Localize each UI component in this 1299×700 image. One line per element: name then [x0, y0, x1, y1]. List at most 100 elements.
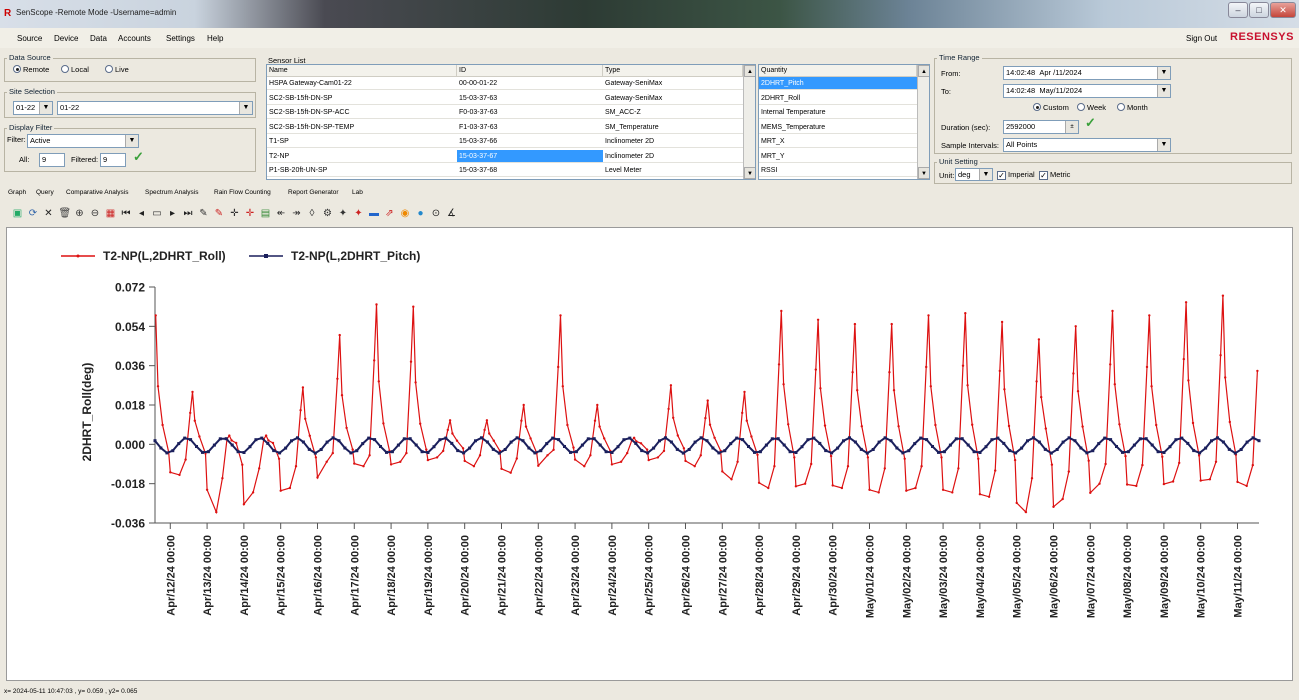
sensor-cell-id[interactable]: 15-03-37-63: [457, 92, 603, 105]
column-header-quantity[interactable]: Quantity: [759, 65, 917, 77]
menu-source[interactable]: Source: [17, 34, 43, 43]
angle-icon[interactable]: ∡: [447, 208, 456, 219]
menu-help[interactable]: Help: [207, 34, 224, 43]
scroll-up-icon[interactable]: ▲: [744, 65, 755, 77]
zoom-out-icon[interactable]: ⊖: [90, 208, 100, 219]
disk-icon[interactable]: ▬: [369, 208, 379, 219]
sensor-cell-name[interactable]: T1-SP: [267, 135, 457, 148]
crosshair-icon[interactable]: ✛: [230, 208, 239, 219]
radio-custom[interactable]: Custom: [1033, 103, 1069, 112]
filter-dropdown[interactable]: Active ▼: [27, 134, 139, 148]
grid-icon[interactable]: ▦: [105, 208, 116, 219]
sensor-cell-id[interactable]: 15-03-37-66: [457, 135, 603, 148]
radio-local[interactable]: Local: [61, 65, 89, 74]
export-icon[interactable]: ⇗: [385, 208, 394, 219]
sensor-cell-id[interactable]: 15-03-37-68: [457, 164, 603, 177]
quantity-item[interactable]: 2DHRT_Roll: [759, 92, 917, 105]
marker-icon[interactable]: ◊: [309, 208, 315, 219]
arrow-right-icon[interactable]: ↠: [292, 208, 301, 219]
quantity-item[interactable]: MRT_Y: [759, 150, 917, 163]
sensor-list-scrollbar[interactable]: ▲ ▼: [743, 65, 755, 179]
maximize-button[interactable]: □: [1249, 2, 1269, 18]
apply-filter-check-icon[interactable]: ✓: [133, 149, 144, 164]
sensor-cell-name[interactable]: SC2-SB-15ft-DN-SP-TEMP: [267, 121, 457, 134]
spinner-icon[interactable]: ±: [1065, 121, 1078, 133]
arrow-left-icon[interactable]: ↞: [276, 208, 286, 219]
sensor-cell-id[interactable]: 15-03-37-67: [457, 149, 603, 163]
tab-report-generator[interactable]: Report Generator: [288, 189, 339, 196]
scroll-down-icon[interactable]: ▼: [918, 167, 929, 179]
pen-icon[interactable]: ✎: [199, 208, 208, 219]
sensor-cell-id[interactable]: F0-03-37-63: [457, 106, 603, 119]
prev-icon[interactable]: ◂: [138, 208, 145, 219]
scroll-up-icon[interactable]: ▲: [918, 65, 929, 77]
refresh-icon[interactable]: ⟳: [28, 208, 38, 219]
screen-icon[interactable]: ▭: [152, 208, 162, 219]
sensor-cell-name[interactable]: HSPA Gateway-Cam01-22: [267, 77, 457, 90]
quantity-item[interactable]: MEMS_Temperature: [759, 121, 917, 134]
quantity-item[interactable]: 2DHRT_Pitch: [759, 77, 917, 90]
sensor-cell-name[interactable]: T2-NP: [267, 150, 457, 163]
red-pen-icon[interactable]: ✎: [214, 208, 224, 219]
menu-data[interactable]: Data: [90, 34, 107, 43]
column-header-id[interactable]: ID: [457, 65, 603, 77]
next-icon[interactable]: ▸: [169, 208, 176, 219]
color-icon[interactable]: ◉: [400, 208, 410, 219]
sensor-cell-name[interactable]: P1-SB-20ft-UN-SP: [267, 164, 457, 177]
sample-intervals-dropdown[interactable]: All Points ▼: [1003, 138, 1171, 152]
site-code-dropdown[interactable]: 01-22 ▼: [13, 101, 53, 115]
target-icon[interactable]: ⊙: [431, 208, 441, 219]
sensor-cell-type[interactable]: SM_ACC-Z: [603, 106, 743, 119]
red-crosshair-icon[interactable]: ✛: [245, 208, 255, 219]
from-datetime-picker[interactable]: 14:02:48 Apr /11/2024 ▼: [1003, 66, 1171, 80]
red-pin-icon[interactable]: ✦: [354, 208, 363, 219]
sensor-cell-name[interactable]: SC2-SB-15ft-DN-SP-ACC: [267, 106, 457, 119]
quantity-item[interactable]: MRT_X: [759, 135, 917, 148]
sensor-cell-id[interactable]: F1-03-37-63: [457, 121, 603, 134]
sensor-cell-type[interactable]: Gateway-SeniMax: [603, 92, 743, 105]
menu-device[interactable]: Device: [54, 34, 79, 43]
tab-rain-flow-counting[interactable]: Rain Flow Counting: [214, 189, 271, 196]
apply-duration-check-icon[interactable]: ✓: [1085, 115, 1096, 130]
sensor-cell-type[interactable]: Inclinometer 2D: [603, 135, 743, 148]
chart-icon[interactable]: ●: [417, 208, 424, 219]
sign-out-link[interactable]: Sign Out: [1186, 34, 1218, 43]
first-icon[interactable]: ⏮: [121, 208, 131, 219]
metric-checkbox[interactable]: ✓ Metric: [1039, 170, 1070, 180]
zoom-in-icon[interactable]: ⊕: [75, 208, 84, 219]
duration-input[interactable]: 2592000 ±: [1003, 120, 1079, 134]
close-icon[interactable]: ✕: [44, 208, 53, 219]
menu-settings[interactable]: Settings: [166, 34, 195, 43]
site-dropdown[interactable]: 01-22 ▼: [57, 101, 253, 115]
sensor-cell-type[interactable]: SM_Temperature: [603, 121, 743, 134]
unit-dropdown[interactable]: deg ▼: [955, 168, 993, 181]
quantity-list-scrollbar[interactable]: ▲ ▼: [917, 65, 929, 179]
sensor-cell-id[interactable]: 00-00-01-22: [457, 77, 603, 90]
tab-graph[interactable]: Graph: [8, 189, 27, 196]
menu-accounts[interactable]: Accounts: [118, 34, 151, 43]
line-chart[interactable]: T2-NP(L,2DHRT_Roll) T2-NP(L,2DHRT_Pitch)…: [7, 228, 1292, 680]
minimize-button[interactable]: –: [1228, 2, 1248, 18]
settings-icon[interactable]: ⚙: [323, 208, 332, 219]
quantity-item[interactable]: Internal Temperature: [759, 106, 917, 119]
save-icon[interactable]: ▣: [12, 208, 23, 219]
tab-comparative-analysis[interactable]: Comparative Analysis: [66, 189, 129, 196]
column-header-name[interactable]: Name: [267, 65, 457, 77]
radio-live[interactable]: Live: [105, 65, 129, 74]
column-header-type[interactable]: Type: [603, 65, 743, 77]
sensor-cell-type[interactable]: Level Meter: [603, 164, 743, 177]
last-icon[interactable]: ⏭: [183, 208, 193, 219]
radio-remote[interactable]: Remote: [13, 65, 49, 74]
scroll-down-icon[interactable]: ▼: [744, 167, 755, 179]
to-datetime-picker[interactable]: 14:02:48 May/11/2024 ▼: [1003, 84, 1171, 98]
sensor-cell-type[interactable]: Gateway-SeniMax: [603, 77, 743, 90]
trash-icon[interactable]: 🗑: [58, 208, 72, 219]
close-window-button[interactable]: ✕: [1270, 2, 1296, 18]
imperial-checkbox[interactable]: ✓ Imperial: [997, 170, 1035, 180]
quantity-item[interactable]: RSSI: [759, 164, 917, 177]
sensor-cell-type[interactable]: Inclinometer 2D: [603, 150, 743, 163]
table-icon[interactable]: ▤: [260, 208, 271, 219]
tab-spectrum-analysis[interactable]: Spectrum Analysis: [145, 189, 199, 196]
radio-month[interactable]: Month: [1117, 103, 1148, 112]
sensor-cell-name[interactable]: SC2-SB-15ft-DN-SP: [267, 92, 457, 105]
